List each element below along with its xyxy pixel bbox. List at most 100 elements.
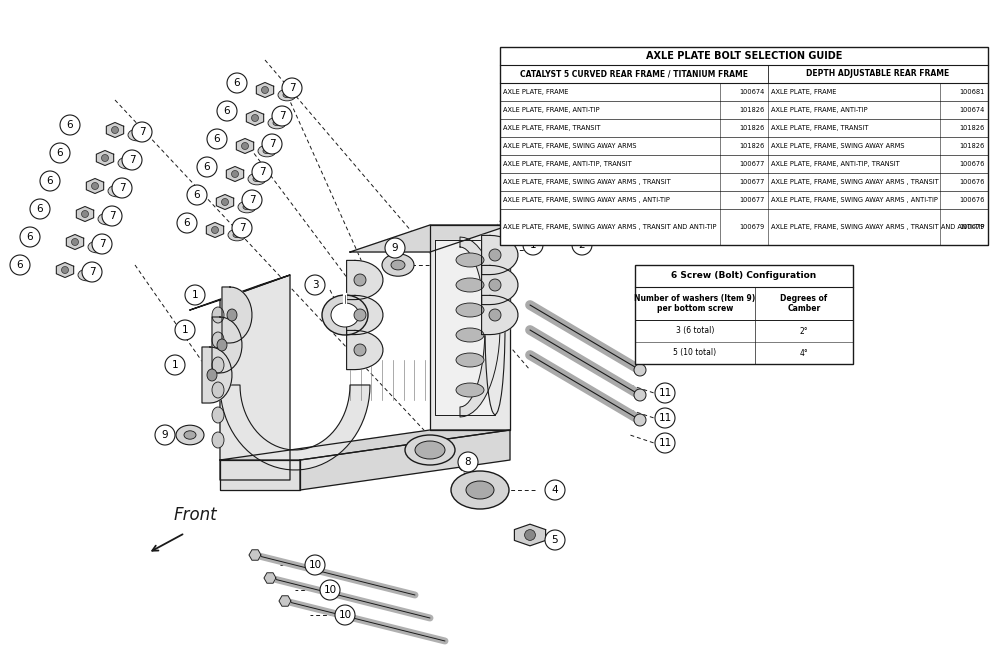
Polygon shape — [106, 122, 124, 138]
Circle shape — [50, 143, 70, 163]
Text: 11: 11 — [658, 438, 672, 448]
Circle shape — [525, 530, 535, 540]
Circle shape — [30, 199, 50, 219]
Circle shape — [320, 580, 340, 600]
Text: 6: 6 — [194, 190, 200, 200]
Ellipse shape — [273, 120, 281, 126]
Circle shape — [655, 433, 675, 453]
Ellipse shape — [451, 471, 509, 509]
Circle shape — [40, 171, 60, 191]
Text: 100679: 100679 — [960, 224, 985, 230]
Polygon shape — [430, 225, 510, 430]
Circle shape — [655, 383, 675, 403]
Circle shape — [354, 309, 366, 321]
Ellipse shape — [456, 383, 484, 397]
Polygon shape — [347, 261, 383, 300]
Text: 100676: 100676 — [960, 179, 985, 185]
Text: 4: 4 — [552, 485, 558, 495]
Circle shape — [165, 355, 185, 375]
Ellipse shape — [88, 241, 106, 253]
Ellipse shape — [133, 132, 141, 138]
Ellipse shape — [233, 232, 241, 238]
Text: 101826: 101826 — [960, 143, 985, 149]
Ellipse shape — [103, 216, 111, 222]
Ellipse shape — [108, 185, 126, 197]
Ellipse shape — [391, 260, 405, 270]
Ellipse shape — [258, 145, 276, 157]
Polygon shape — [206, 222, 224, 238]
Text: 100676: 100676 — [960, 161, 985, 167]
Circle shape — [282, 78, 302, 98]
Ellipse shape — [83, 273, 91, 278]
Circle shape — [72, 238, 78, 246]
Circle shape — [533, 165, 553, 185]
Text: 101826: 101826 — [960, 125, 985, 131]
Circle shape — [305, 275, 325, 295]
Text: 2: 2 — [579, 240, 585, 250]
Polygon shape — [482, 295, 518, 335]
Circle shape — [20, 227, 40, 247]
Ellipse shape — [212, 332, 224, 348]
Circle shape — [242, 142, 248, 150]
Text: AXLE PLATE, FRAME: AXLE PLATE, FRAME — [771, 89, 836, 95]
Circle shape — [185, 285, 205, 305]
Polygon shape — [347, 331, 383, 369]
Circle shape — [252, 114, 258, 122]
Polygon shape — [279, 596, 291, 606]
Circle shape — [489, 309, 501, 321]
Text: 7: 7 — [259, 167, 265, 177]
Polygon shape — [212, 317, 242, 373]
Text: AXLE PLATE, FRAME, TRANSIT: AXLE PLATE, FRAME, TRANSIT — [503, 125, 600, 131]
Circle shape — [132, 122, 152, 142]
Text: 100674: 100674 — [740, 89, 765, 95]
Ellipse shape — [382, 254, 414, 276]
Text: 10: 10 — [308, 560, 322, 570]
Text: Degrees of
Camber: Degrees of Camber — [780, 294, 828, 313]
Circle shape — [122, 150, 142, 170]
Text: AXLE PLATE, FRAME, SWING AWAY ARMS , TRANSIT AND ANTI-TIP: AXLE PLATE, FRAME, SWING AWAY ARMS , TRA… — [503, 224, 716, 230]
Circle shape — [155, 425, 175, 445]
Circle shape — [272, 106, 292, 126]
Text: AXLE PLATE, FRAME, SWING AWAY ARMS , TRANSIT: AXLE PLATE, FRAME, SWING AWAY ARMS , TRA… — [503, 179, 671, 185]
Ellipse shape — [456, 353, 484, 367]
Polygon shape — [236, 138, 254, 154]
Ellipse shape — [634, 389, 646, 401]
Text: AXLE PLATE, FRAME, SWING AWAY ARMS: AXLE PLATE, FRAME, SWING AWAY ARMS — [503, 143, 637, 149]
Ellipse shape — [322, 295, 368, 335]
Polygon shape — [76, 206, 94, 222]
Text: Front: Front — [173, 506, 217, 524]
Circle shape — [232, 218, 252, 238]
Text: 11: 11 — [658, 413, 672, 423]
Ellipse shape — [415, 441, 445, 459]
Text: DEPTH ADJUSTABLE REAR FRAME: DEPTH ADJUSTABLE REAR FRAME — [806, 69, 950, 79]
Ellipse shape — [253, 176, 261, 182]
Polygon shape — [300, 430, 510, 490]
Ellipse shape — [278, 89, 296, 101]
Polygon shape — [56, 263, 74, 277]
Bar — [635, 265, 853, 364]
Ellipse shape — [212, 432, 224, 448]
Text: 6: 6 — [184, 218, 190, 228]
Circle shape — [227, 73, 247, 93]
Circle shape — [528, 200, 548, 220]
Circle shape — [175, 320, 195, 340]
Text: CATALYST 5 CURVED REAR FRAME / TITANIUM FRAME: CATALYST 5 CURVED REAR FRAME / TITANIUM … — [520, 69, 748, 79]
Ellipse shape — [78, 269, 96, 281]
Ellipse shape — [331, 303, 359, 327]
Ellipse shape — [212, 307, 224, 323]
Circle shape — [62, 267, 68, 273]
Circle shape — [262, 86, 268, 94]
Text: 1: 1 — [535, 205, 541, 215]
Text: 6: 6 — [234, 78, 240, 88]
Text: 6: 6 — [17, 260, 23, 270]
Circle shape — [60, 115, 80, 135]
Ellipse shape — [248, 173, 266, 185]
Circle shape — [112, 126, 119, 134]
Text: 6: 6 — [57, 148, 63, 158]
Text: 10: 10 — [323, 585, 337, 595]
Text: 5 (10 total): 5 (10 total) — [673, 349, 717, 357]
Ellipse shape — [466, 481, 494, 499]
Text: AXLE PLATE, FRAME, SWING AWAY ARMS , TRANSIT AND ANTI-TIP: AXLE PLATE, FRAME, SWING AWAY ARMS , TRA… — [771, 224, 984, 230]
Ellipse shape — [217, 339, 227, 351]
Polygon shape — [482, 265, 518, 305]
